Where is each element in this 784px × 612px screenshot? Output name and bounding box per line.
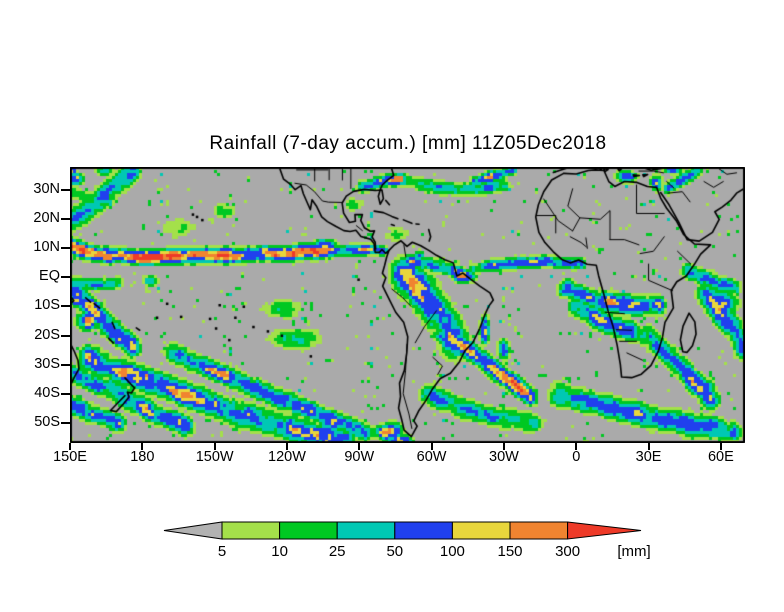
x-axis-tick (358, 443, 361, 450)
y-axis-tick-label: 30S (34, 355, 60, 372)
y-axis-tick-label: 20S (34, 326, 60, 343)
colorbar-level-label: 5 (217, 543, 227, 560)
y-axis-tick (61, 421, 70, 424)
colorbar-level-label: 100 (439, 543, 465, 560)
y-axis-tick (61, 189, 70, 192)
x-axis-tick-label: 120W (268, 449, 306, 465)
x-axis-tick (502, 443, 505, 450)
x-axis-tick (69, 443, 71, 450)
colorbar-arrow-high (567, 521, 642, 540)
colorbar-level-label: 150 (497, 543, 523, 560)
colorbar-level-label: 300 (555, 543, 581, 560)
y-axis-tick (61, 218, 70, 221)
x-axis-tick-label: 150E (53, 449, 87, 465)
x-axis-tick (647, 443, 650, 450)
rainfall-map-canvas (70, 167, 745, 443)
y-axis-tick-label: 40S (34, 384, 60, 401)
colorbar-arrow-low (163, 521, 223, 540)
colorbar-segment (336, 521, 396, 540)
y-axis-tick (61, 334, 70, 337)
x-axis-tick (719, 443, 722, 450)
x-axis-tick-label: 30W (489, 449, 519, 465)
colorbar-level-label: 25 (328, 543, 346, 560)
y-axis-tick (61, 247, 70, 250)
x-axis-tick-label: 60E (707, 449, 734, 465)
x-axis-tick (141, 443, 144, 450)
x-axis-tick-label: 180 (130, 449, 155, 465)
x-axis-tick-label: 60W (416, 449, 447, 465)
y-axis-tick-label: 10N (33, 239, 60, 256)
y-axis-tick-label: 30N (33, 181, 60, 198)
y-axis-tick-label: 50S (34, 413, 60, 430)
y-axis-tick (61, 305, 70, 308)
y-axis-tick (61, 392, 70, 395)
colorbar-unit-label: [mm] (617, 543, 651, 560)
colorbar-level-label: 10 (271, 543, 288, 560)
x-axis-tick-label: 90W (344, 449, 375, 465)
colorbar-segment (394, 521, 453, 540)
y-axis-tick-label: EQ (39, 268, 60, 285)
colorbar-segment (221, 521, 281, 540)
page-title: Rainfall (7-day accum.) [mm] 11Z05Dec201… (209, 133, 607, 154)
colorbar-segment (451, 521, 511, 540)
x-axis-tick (213, 443, 216, 450)
y-axis-tick-label: 20N (33, 210, 60, 227)
x-axis-tick-label: 150W (195, 449, 234, 465)
y-axis-tick (61, 276, 70, 279)
y-axis-tick (61, 363, 70, 366)
x-axis-tick-label: 30E (635, 449, 662, 465)
x-axis-tick-label: 0 (572, 449, 581, 465)
x-axis-tick (430, 443, 433, 450)
colorbar-segment (509, 521, 569, 540)
x-axis-tick (285, 443, 288, 450)
colorbar-segment (279, 521, 338, 540)
x-axis-tick (575, 443, 578, 450)
colorbar-level-label: 50 (386, 543, 404, 560)
colorbar (163, 521, 642, 540)
y-axis-tick-label: 10S (34, 297, 60, 314)
